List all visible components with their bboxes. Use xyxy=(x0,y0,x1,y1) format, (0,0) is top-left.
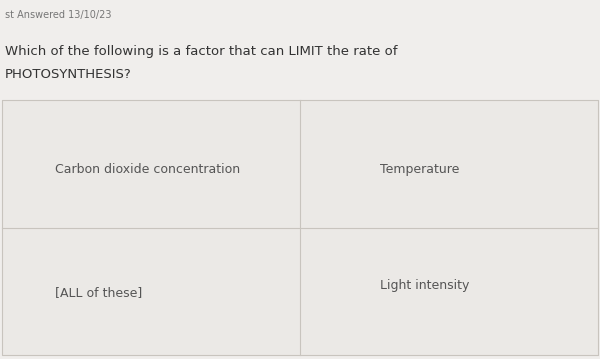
Bar xyxy=(300,228,598,355)
Text: st Answered 13/10/23: st Answered 13/10/23 xyxy=(5,10,112,20)
Text: Carbon dioxide concentration: Carbon dioxide concentration xyxy=(55,163,240,177)
Bar xyxy=(2,228,300,355)
Text: Light intensity: Light intensity xyxy=(380,279,469,292)
Text: PHOTOSYNTHESIS?: PHOTOSYNTHESIS? xyxy=(5,68,132,81)
Text: [ALL of these]: [ALL of these] xyxy=(55,286,142,299)
Bar xyxy=(300,100,598,228)
Bar xyxy=(2,100,300,228)
Text: Which of the following is a factor that can LIMIT the rate of: Which of the following is a factor that … xyxy=(5,45,398,58)
Text: Temperature: Temperature xyxy=(380,163,460,177)
